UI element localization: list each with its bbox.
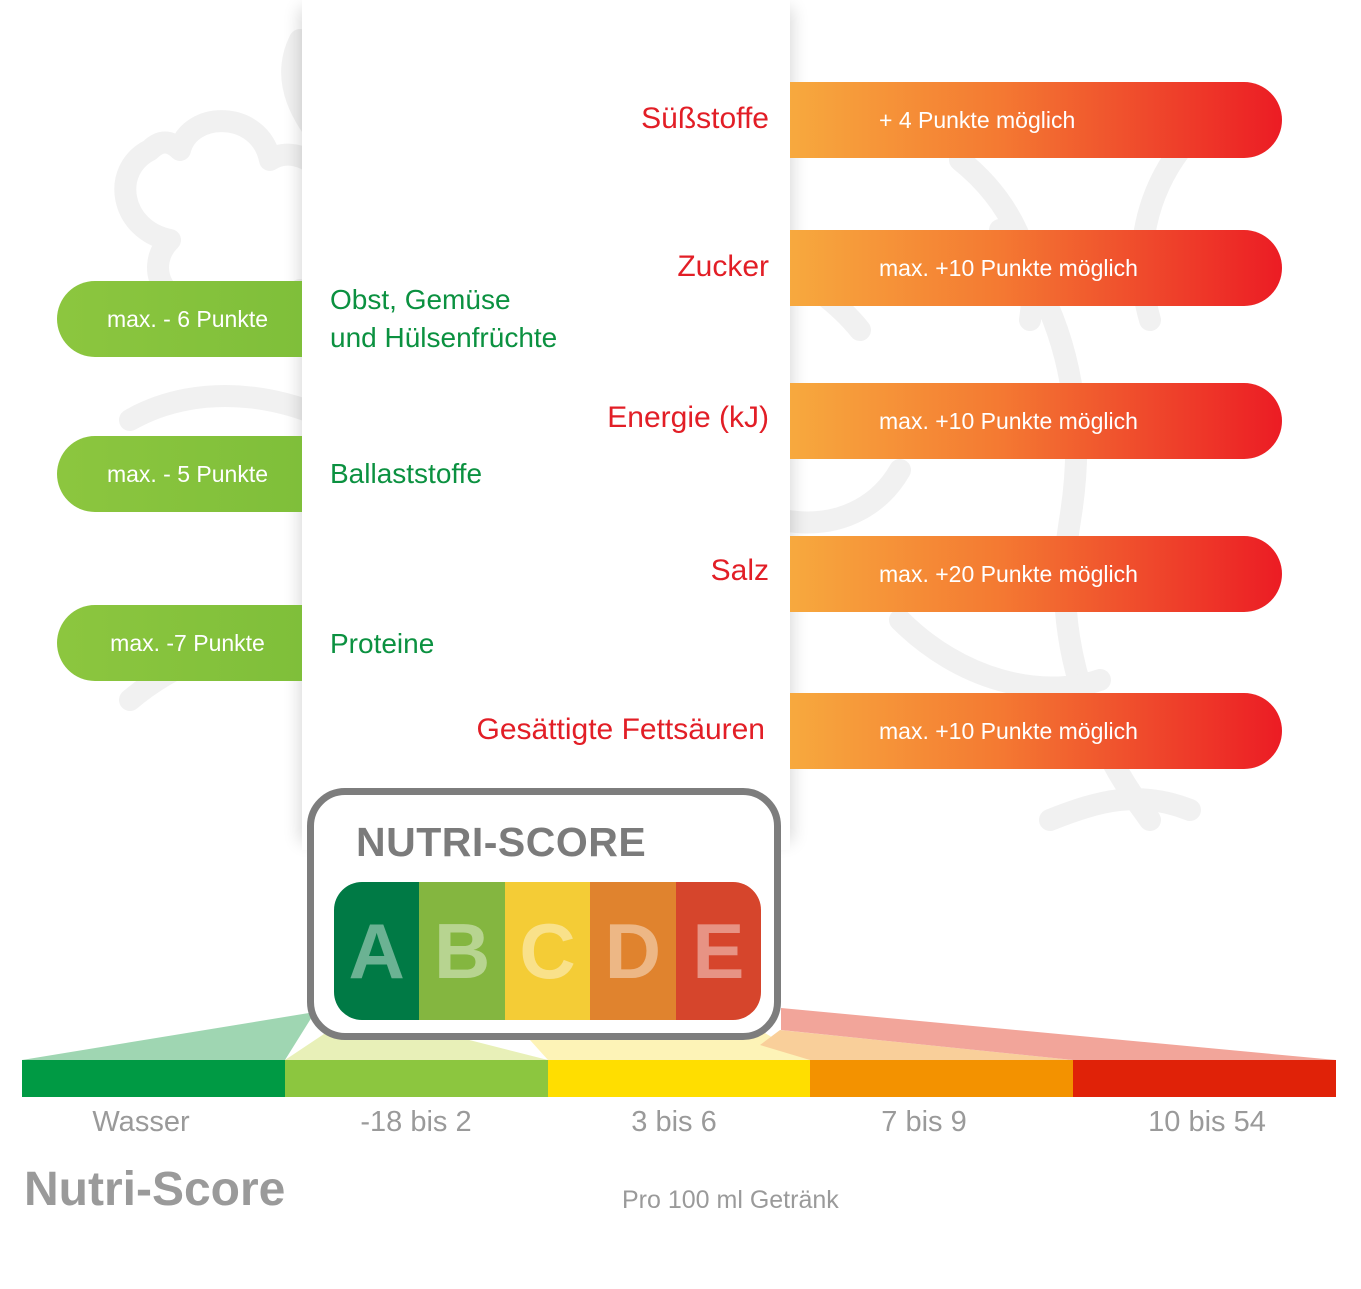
fiber-label: Ballaststoffe (330, 458, 483, 489)
scale-label-a: Wasser (92, 1106, 190, 1138)
sweeteners-label: Süßstoffe (641, 102, 769, 135)
energy-label: Energie (kJ) (607, 401, 769, 434)
center-column (302, 0, 790, 850)
sugar-points: max. +10 Punkte möglich (879, 254, 1138, 281)
footnote: Pro 100 ml Getränk (622, 1186, 839, 1214)
fruit-vegetable-points: max. - 6 Punkte (106, 305, 269, 332)
energy-points-pill: max. +10 Punkte möglich (790, 383, 1282, 459)
fan-wedge-green (22, 1012, 315, 1060)
brand-title: Nutri-Score (24, 1163, 286, 1216)
fiber-points: max. - 5 Punkte (106, 460, 269, 487)
scale-segment-c (547, 1060, 811, 1097)
saturated-fat-points: max. +10 Punkte möglich (879, 717, 1138, 744)
scale-segment-e (1073, 1060, 1336, 1097)
sweeteners-points-pill: + 4 Punkte möglich (790, 82, 1282, 158)
fruit-vegetable-points-pill: max. - 6 Punkte (57, 281, 302, 357)
saturated-fat-points-pill: max. +10 Punkte möglich (790, 693, 1282, 769)
grade-c: C (504, 882, 591, 1020)
nutri-score-logo: NUTRI-SCORE A B C D E (307, 788, 781, 1040)
grade-e: E (675, 882, 761, 1020)
grade-d: D (590, 882, 676, 1020)
sugar-label: Zucker (677, 250, 769, 283)
fan-wedge-red (781, 1008, 1336, 1060)
fan-wedge-orange (760, 1030, 1073, 1060)
logo-title: NUTRI-SCORE (356, 819, 647, 865)
fiber-points-pill: max. - 5 Punkte (57, 436, 302, 512)
saturated-fat-label: Gesättigte Fettsäuren (476, 713, 766, 746)
grade-a: A (334, 882, 420, 1020)
sweeteners-points: + 4 Punkte möglich (879, 106, 1076, 133)
grade-strip: A B C D E (334, 882, 761, 1020)
fruit-vegetable-label-line1: Obst, Gemüse (330, 284, 511, 315)
scale-label-e: 10 bis 54 (1148, 1106, 1266, 1138)
fruit-vegetable-label: Obst, Gemüse und Hülsenfrüchte (330, 281, 557, 357)
scale-segment-d (810, 1060, 1074, 1097)
energy-points: max. +10 Punkte möglich (879, 407, 1138, 434)
protein-label: Proteine (330, 628, 435, 659)
scale-segment-b (284, 1060, 548, 1097)
fruit-vegetable-label-line2: und Hülsenfrüchte (330, 322, 558, 353)
scale-segment-a (22, 1060, 285, 1097)
scale-label-d: 7 bis 9 (881, 1106, 967, 1138)
scale-label-c: 3 bis 6 (631, 1106, 717, 1138)
sugar-points-pill: max. +10 Punkte möglich (790, 230, 1282, 306)
salt-label: Salz (710, 554, 769, 587)
grade-b: B (419, 882, 505, 1020)
protein-points: max. -7 Punkte (110, 629, 265, 656)
protein-points-pill: max. -7 Punkte (57, 605, 302, 681)
score-scale-bar (22, 1060, 1336, 1097)
salt-points: max. +20 Punkte möglich (879, 560, 1138, 587)
salt-points-pill: max. +20 Punkte möglich (790, 536, 1282, 612)
scale-label-b: -18 bis 2 (360, 1106, 472, 1138)
